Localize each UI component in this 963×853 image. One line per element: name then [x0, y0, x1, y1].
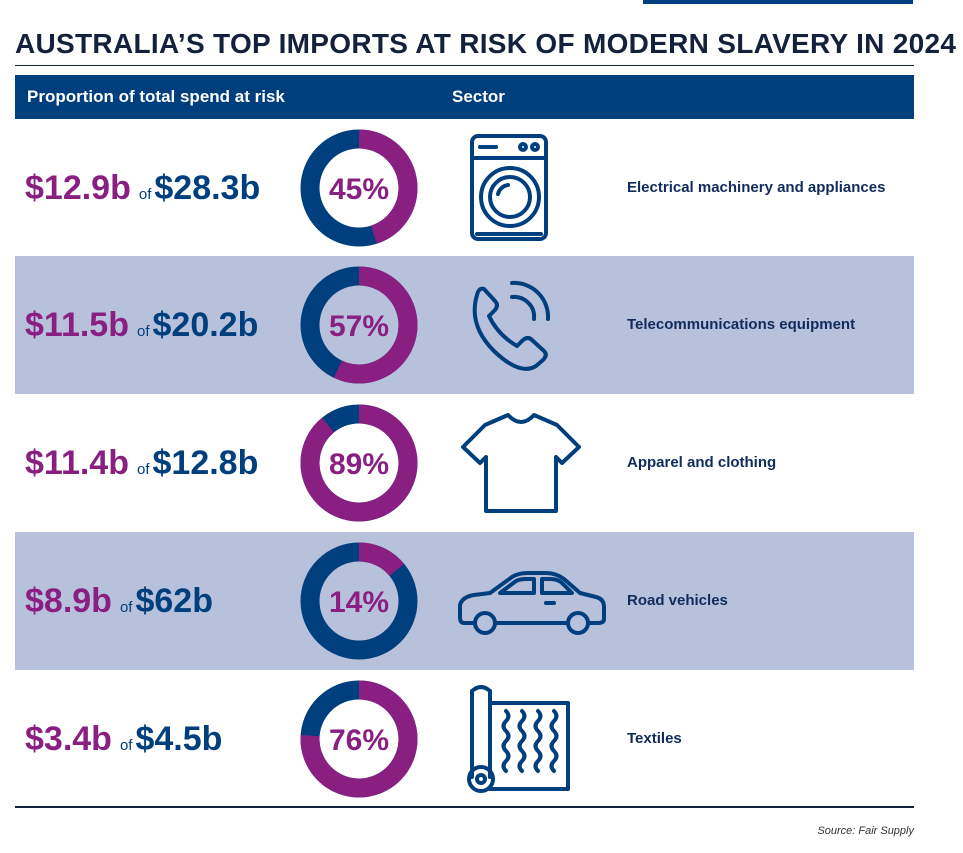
donut-percent-label: 89% — [329, 448, 389, 481]
phone-icon — [472, 280, 551, 371]
donut-risk-slice — [300, 542, 418, 660]
top-accent-bar — [643, 0, 913, 4]
donut-chart: 45% — [300, 129, 418, 247]
of-label: of — [138, 186, 152, 203]
title-divider — [15, 65, 914, 66]
total-value: $28.3b — [154, 169, 261, 207]
donut-chart: 57% — [300, 266, 418, 384]
table-row: $3.4b of$4.5b 76% Textiles — [15, 670, 914, 808]
header-sector: Sector — [452, 87, 505, 106]
total-value: $12.8b — [152, 444, 259, 482]
bottom-divider — [15, 806, 914, 808]
of-label: of — [136, 461, 150, 478]
amount: $8.9b of$62b — [25, 532, 213, 670]
source-note: Source: Fair Supply — [817, 825, 914, 837]
donut-risk-slice — [300, 129, 418, 247]
header-proportion: Proportion of total spend at risk — [27, 87, 285, 106]
sector-label: Telecommunications equipment — [627, 316, 856, 333]
sector-label: Road vehicles — [627, 592, 728, 609]
total-value: $62b — [135, 582, 213, 620]
donut-risk-slice — [300, 404, 418, 522]
of-label: of — [119, 599, 133, 616]
donut-percent-label: 76% — [329, 724, 389, 757]
donut-percent-label: 45% — [329, 173, 389, 206]
tshirt-icon — [461, 413, 581, 513]
at-risk-value: $11.5b — [25, 306, 129, 344]
sector-label: Textiles — [627, 730, 682, 747]
table-row: $11.5b of$20.2b 57% Telecommunications eq… — [15, 256, 914, 394]
of-label: of — [119, 737, 133, 754]
at-risk-value: $11.4b — [25, 444, 129, 482]
total-value: $4.5b — [135, 720, 223, 758]
at-risk-value: $3.4b — [25, 720, 112, 758]
donut-chart: 89% — [300, 404, 418, 522]
table-row: $11.4b of$12.8b 89% Apparel and clothing — [15, 394, 914, 532]
donut-chart: 14% — [300, 542, 418, 660]
of-label: of — [136, 323, 150, 340]
total-value: $20.2b — [152, 306, 259, 344]
sector-label: Electrical machinery and appliances — [627, 179, 886, 196]
amount: $3.4b of$4.5b — [25, 670, 222, 808]
amount: $12.9b of$28.3b — [25, 119, 260, 257]
amount: $11.4b of$12.8b — [25, 394, 258, 532]
at-risk-value: $8.9b — [25, 582, 112, 620]
fabric-roll-icon — [467, 685, 570, 793]
amount: $11.5b of$20.2b — [25, 256, 258, 394]
table-row: $12.9b of$28.3b 45% Electrical machinery … — [15, 119, 914, 257]
donut-risk-slice — [300, 266, 418, 384]
sector-label: Apparel and clothing — [627, 454, 777, 471]
donut-risk-slice — [300, 680, 418, 798]
table-header: Proportion of total spend at risk Sector — [15, 75, 914, 119]
at-risk-value: $12.9b — [25, 169, 131, 207]
donut-chart: 76% — [300, 680, 418, 798]
car-icon — [458, 571, 606, 635]
donut-percent-label: 57% — [329, 310, 389, 343]
page-title: AUSTRALIA’S TOP IMPORTS AT RISK OF MODER… — [15, 28, 957, 59]
washing-machine-icon — [470, 134, 548, 241]
donut-percent-label: 14% — [329, 586, 389, 619]
table-row: $8.9b of$62b 14% Road vehicles — [15, 532, 914, 670]
